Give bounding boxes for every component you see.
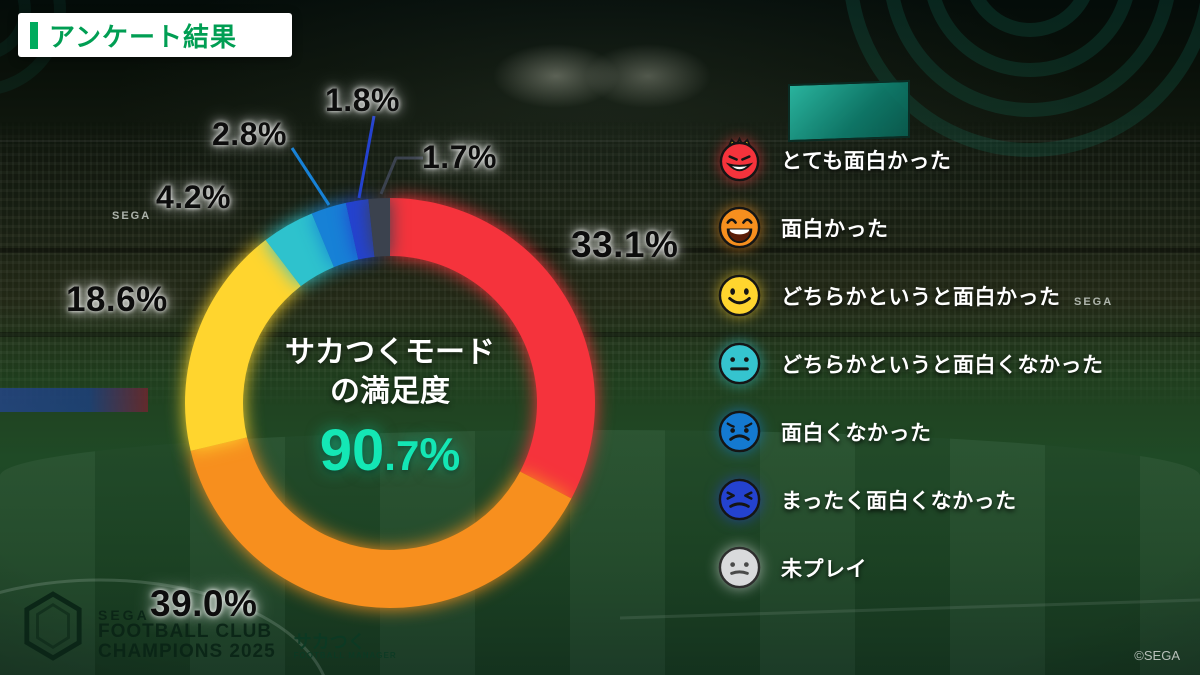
legend-label: 未プレイ	[781, 557, 867, 581]
donut-percent-label: 39.0%	[150, 583, 258, 624]
brand-line1: FOOTBALL CLUB	[98, 621, 273, 643]
donut-percent-label: 4.2%	[156, 179, 231, 215]
legend-item: 面白くなかった	[716, 408, 1104, 455]
donut-percent-label: 2.8%	[212, 116, 287, 152]
donut-percent-label: 1.8%	[325, 82, 400, 118]
sakatsuku-badge-title: サカつく	[293, 631, 366, 652]
brand-line2: CHAMPIONS 2025	[98, 640, 276, 662]
header-accent-bar	[30, 21, 38, 49]
legend-item: とても面白かった	[716, 136, 1104, 183]
face-not-played-icon	[718, 546, 761, 589]
face-smile-icon	[718, 274, 761, 317]
legend-item: どちらかというと面白くなかった	[716, 340, 1104, 387]
legend-label: 面白くなかった	[781, 421, 932, 445]
legend-item: どちらかというと面白かった	[716, 272, 1104, 319]
donut-percent-label: 18.6%	[66, 280, 168, 319]
legend-item: 未プレイ	[716, 544, 1104, 591]
legend-label: とても面白かった	[781, 149, 952, 173]
brand-text: SEGA FOOTBALL CLUB CHAMPIONS 2025	[98, 608, 276, 661]
brand-logo: SEGA FOOTBALL CLUB CHAMPIONS 2025 サカつく F…	[22, 591, 397, 661]
donut-slice	[311, 202, 359, 268]
sakatsuku-badge: サカつく FOOTBALL MANAGER	[293, 631, 397, 661]
legend-item: 面白かった	[716, 204, 1104, 251]
face-angry-icon	[718, 478, 761, 521]
legend-item: まったく面白くなかった	[716, 476, 1104, 523]
legend: とても面白かった 面白かった どちらかというと面白かった	[716, 136, 1104, 591]
donut-percent-label: 33.1%	[571, 224, 679, 265]
donut-slice	[185, 240, 301, 451]
brand-sega-label: SEGA	[98, 606, 150, 623]
legend-label: 面白かった	[781, 217, 889, 241]
slide-header: アンケート結果	[18, 13, 292, 57]
donut-slice	[345, 199, 375, 260]
donut-percent-label: 1.7%	[422, 139, 497, 175]
legend-label: どちらかというと面白かった	[781, 285, 1061, 309]
fcc-hexagon-icon	[24, 591, 82, 661]
legend-label: どちらかというと面白くなかった	[781, 353, 1104, 377]
face-laughing-icon	[718, 206, 761, 249]
donut-slice	[265, 213, 334, 287]
face-meh-icon	[718, 342, 761, 385]
page-title: アンケート結果	[49, 21, 237, 52]
donut-slice	[368, 198, 390, 257]
sakatsuku-badge-subtitle: FOOTBALL MANAGER	[293, 650, 397, 660]
donut-slice	[390, 198, 595, 499]
satisfaction-donut-chart	[185, 198, 595, 608]
face-very-fun-crown-icon	[719, 136, 760, 182]
donut-slice	[190, 437, 572, 608]
legend-label: まったく面白くなかった	[781, 489, 1017, 513]
copyright-notice: ©SEGA	[1134, 648, 1180, 663]
face-sad-icon	[718, 410, 761, 453]
